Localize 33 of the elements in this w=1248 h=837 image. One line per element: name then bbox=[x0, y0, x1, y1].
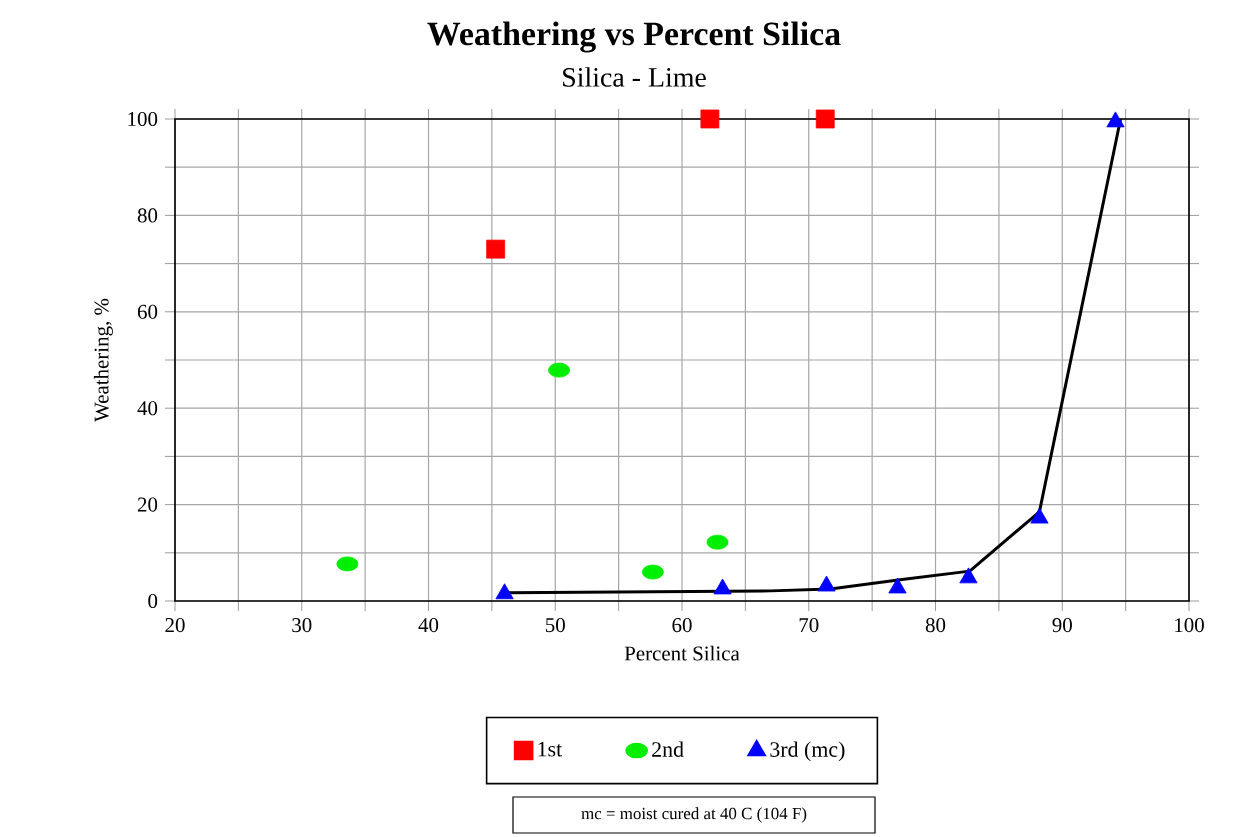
point bbox=[713, 578, 732, 595]
x-tick-label: 20 bbox=[165, 618, 185, 633]
point bbox=[548, 362, 570, 378]
chart-title: Weathering vs Percent Silica bbox=[427, 21, 841, 53]
point bbox=[700, 109, 720, 129]
y-tick-label: 100 bbox=[128, 111, 158, 127]
point bbox=[486, 239, 506, 259]
x-tick-label: 30 bbox=[292, 618, 312, 633]
legend-label: 1st bbox=[538, 741, 563, 757]
y-tick-label: 40 bbox=[137, 401, 158, 416]
point bbox=[817, 575, 836, 592]
y-tick-label: 60 bbox=[137, 304, 158, 319]
text: mc = moist cured at 40 C (104 F) bbox=[581, 807, 807, 823]
point bbox=[959, 567, 978, 584]
legend-label: 2nd bbox=[652, 741, 684, 757]
x-tick-label: 80 bbox=[925, 618, 946, 633]
chart-subtitle: Silica - Lime bbox=[563, 67, 706, 87]
x-tick-label: 90 bbox=[1052, 618, 1072, 633]
y-tick-label: 20 bbox=[137, 497, 158, 512]
x-tick-label: 60 bbox=[672, 618, 692, 633]
x-tick-label: 40 bbox=[418, 618, 439, 633]
y-tick-label: 80 bbox=[137, 208, 158, 223]
point bbox=[495, 583, 514, 600]
y-tick-label: 0 bbox=[148, 593, 158, 609]
x-tick-label: 100 bbox=[1175, 618, 1204, 633]
x-tick-label: 50 bbox=[546, 618, 565, 633]
point bbox=[888, 577, 907, 594]
x-axis-title: Percent Silica bbox=[624, 645, 740, 661]
x-tick-label: 70 bbox=[799, 618, 819, 633]
y-axis-title: Weathering, % bbox=[93, 298, 113, 422]
point bbox=[815, 109, 835, 129]
point bbox=[1030, 507, 1049, 524]
legend-label: 3rd (mc) bbox=[770, 741, 845, 762]
